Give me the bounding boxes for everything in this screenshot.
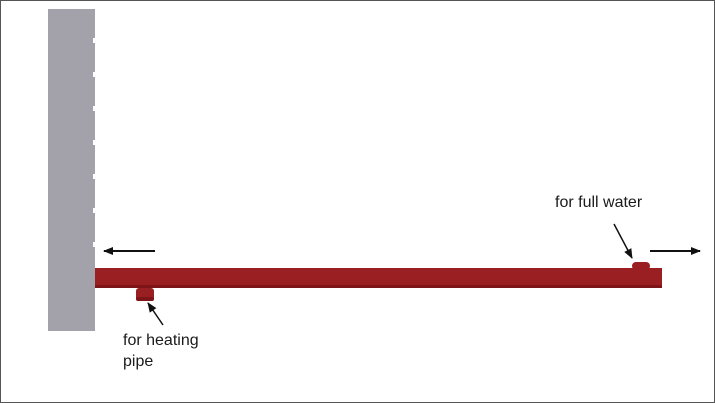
heating-pipe-connector xyxy=(136,288,154,301)
red-bar xyxy=(95,268,662,288)
wall-notches xyxy=(93,38,96,247)
full-water-pointer xyxy=(613,223,633,259)
heating-pipe-label-line2: pipe xyxy=(123,353,154,370)
heating-pipe-label-line1: for heating xyxy=(123,332,199,349)
full-water-label-text: for full water xyxy=(555,194,643,211)
wall xyxy=(48,9,96,331)
full-water-connector xyxy=(632,262,650,270)
full-water-label: for full water xyxy=(555,192,642,213)
heating-pipe-label: for heating pipe xyxy=(123,330,199,372)
heating-pipe-pointer xyxy=(147,302,164,326)
